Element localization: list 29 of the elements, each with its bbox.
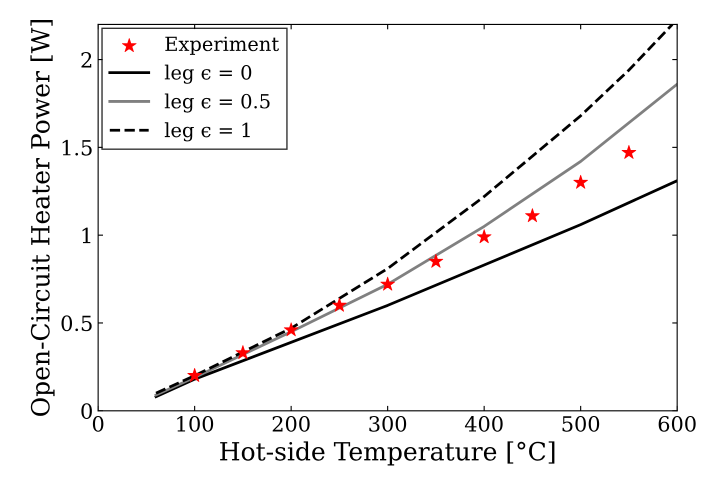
x-tick-label: 500 bbox=[562, 416, 600, 432]
x-tick-label: 100 bbox=[177, 416, 214, 432]
x-axis-title: Hot-side Temperature [°C] bbox=[220, 441, 554, 466]
point bbox=[428, 254, 444, 268]
y-tick-label: 1 bbox=[82, 228, 90, 244]
y-tick-label: 0.5 bbox=[62, 315, 92, 332]
legend-label: leg ϵ = 0.5 bbox=[164, 93, 270, 113]
legend-label: leg ϵ = 0 bbox=[164, 64, 252, 84]
x-tick-label: 0 bbox=[92, 416, 104, 432]
y-axis-title: Open-Circuit Heater Power [W] bbox=[30, 20, 55, 416]
legend-label: leg ϵ = 1 bbox=[164, 122, 250, 142]
x-tick-label: 600 bbox=[658, 416, 696, 432]
y-tick-label: 2 bbox=[81, 52, 92, 68]
point bbox=[236, 345, 250, 360]
point bbox=[622, 145, 636, 159]
y-tick-label: 1.5 bbox=[62, 140, 92, 156]
point bbox=[573, 174, 588, 189]
x-tick-label: 200 bbox=[272, 416, 310, 432]
legend-label: Experiment bbox=[165, 36, 280, 55]
point bbox=[284, 322, 298, 336]
y-tick-label: 0 bbox=[81, 403, 92, 419]
point bbox=[332, 298, 347, 312]
x-tick-label: 400 bbox=[464, 416, 503, 432]
line-series bbox=[154, 82, 678, 396]
point bbox=[187, 368, 202, 382]
point bbox=[476, 229, 492, 244]
x-tick-label: 300 bbox=[369, 416, 406, 432]
point bbox=[525, 208, 540, 222]
point bbox=[380, 276, 395, 291]
